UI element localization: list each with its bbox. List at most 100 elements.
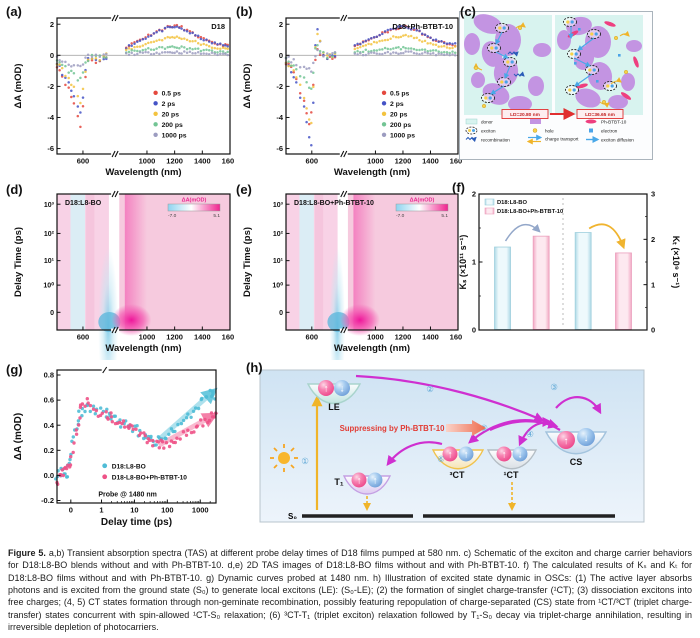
- svg-text:600: 600: [306, 157, 319, 166]
- spin-up-icon: ↑: [502, 450, 507, 461]
- svg-text:1000 ps: 1000 ps: [390, 132, 415, 139]
- svg-text:1000: 1000: [367, 157, 384, 166]
- svg-text:0.5 ps: 0.5 ps: [390, 90, 409, 97]
- svg-text:Probe @ 1480 nm: Probe @ 1480 nm: [98, 491, 157, 498]
- svg-text:-7.0: -7.0: [396, 213, 405, 219]
- svg-text:0: 0: [279, 51, 283, 60]
- svg-text:2: 2: [651, 235, 655, 244]
- svg-text:1400: 1400: [422, 333, 439, 342]
- svg-text:1400: 1400: [194, 333, 211, 342]
- panel-d-tag: (d): [6, 182, 23, 197]
- arrow-ct1-cs-double: [518, 416, 553, 447]
- caption-lead: Figure 5.: [8, 548, 46, 558]
- svg-text:D18:L8-BO: D18:L8-BO: [65, 200, 102, 207]
- svg-text:0.5 ps: 0.5 ps: [162, 90, 181, 97]
- svg-text:5.1: 5.1: [441, 213, 448, 219]
- svg-text:Wavelength (nm): Wavelength (nm): [334, 343, 410, 354]
- svg-text:0.4: 0.4: [44, 421, 55, 430]
- spin-up-icon: ↑: [357, 476, 362, 487]
- arrow-to-ct3: [468, 419, 561, 444]
- svg-text:-7.0: -7.0: [168, 213, 177, 219]
- svg-text:600: 600: [77, 157, 90, 166]
- svg-text:1: 1: [99, 506, 103, 515]
- panel-e-tag: (e): [236, 182, 252, 197]
- spin-up-icon: ↑: [448, 450, 453, 461]
- panel-f-tag: (f): [452, 180, 465, 195]
- svg-text:-6: -6: [47, 144, 54, 153]
- legend-donor: donor: [481, 120, 493, 125]
- energy-state-diagram: S₀ ↑ ↓ ↑ ↑ ↑ ↑ ↑ ↓ ↑ ↓ LE T₁ ³CT ¹CT: [259, 369, 645, 523]
- svg-text:2: 2: [50, 20, 54, 29]
- spin-up-icon: ↑: [373, 476, 378, 487]
- spin-up-icon: ↑: [324, 384, 329, 395]
- svg-text:600: 600: [306, 333, 319, 342]
- ld-before-label: LD=20.80 nm: [510, 112, 540, 118]
- tas-2d-map-d18-l8bo-phbtbt: 10³ 10² 10¹ 10⁰ 0 600 1000 1200 1400 1600 D18:L8-B…: [242, 190, 462, 360]
- svg-text:Wavelength (nm): Wavelength (nm): [334, 167, 410, 178]
- svg-text:D18:L8-BO+Ph-BTBT-10: D18:L8-BO+Ph-BTBT-10: [497, 209, 563, 215]
- ground-state-line: S₀: [288, 512, 615, 521]
- svg-text:0.8: 0.8: [44, 371, 54, 380]
- svg-text:-4: -4: [276, 113, 283, 122]
- svg-text:1600: 1600: [450, 333, 462, 342]
- svg-text:1200: 1200: [166, 333, 183, 342]
- svg-text:-2: -2: [47, 82, 54, 91]
- tas-spectra-d18-phbtbt: 2 0 -2 -4 -6 600 1000 1200 1400 1600 D18+Ph-BTBT-1…: [242, 14, 462, 178]
- svg-text:1000: 1000: [192, 506, 209, 515]
- step-2: ②: [426, 384, 434, 394]
- svg-text:-0.2: -0.2: [41, 496, 54, 505]
- arrow-ct3-to-t1: [386, 441, 443, 467]
- svg-text:10: 10: [130, 506, 138, 515]
- svg-text:0.0: 0.0: [44, 471, 54, 480]
- panel-g-tag: (g): [6, 362, 23, 377]
- spin-up-icon: ↑: [464, 450, 469, 461]
- legend-acceptor-swatch: [530, 119, 541, 124]
- svg-text:Delay Time (ps): Delay Time (ps): [13, 227, 24, 297]
- legend-electron: electron: [601, 129, 618, 134]
- svg-text:Wavelength (nm): Wavelength (nm): [105, 343, 181, 354]
- panel-h-tag: (h): [246, 360, 263, 375]
- arrow-to-cs: [555, 396, 602, 415]
- spin-up-icon: ↑: [564, 436, 569, 447]
- svg-text:10²: 10²: [44, 231, 55, 238]
- svg-text:2 ps: 2 ps: [390, 101, 404, 108]
- s0-label: S₀: [288, 512, 297, 521]
- svg-text:1400: 1400: [194, 157, 211, 166]
- spin-down-icon: ↓: [584, 433, 589, 444]
- svg-text:1: 1: [472, 258, 476, 267]
- svg-text:Delay time (ps): Delay time (ps): [101, 517, 172, 528]
- svg-text:2: 2: [472, 190, 476, 199]
- svg-text:10⁰: 10⁰: [43, 282, 54, 290]
- rate-constant-bar-chart: 0 1 2 0 1 2 3 D18:L8-BO D18:L8-BO+Ph-BTBT-10 Kₛ (…: [458, 190, 681, 335]
- svg-text:100: 100: [161, 506, 174, 515]
- svg-text:1000: 1000: [139, 333, 156, 342]
- exciton-diffusion-arrows: [490, 26, 595, 95]
- svg-text:10¹: 10¹: [273, 258, 284, 265]
- diffusion-length-callouts: LD=20.80 nm LD=36.65 nm: [501, 108, 624, 120]
- svg-text:1000 ps: 1000 ps: [162, 132, 187, 139]
- svg-text:1400: 1400: [422, 157, 439, 166]
- legend-recombination: recombination: [481, 138, 510, 143]
- step-3: ③: [550, 382, 558, 392]
- step-4: ④: [526, 429, 534, 439]
- svg-text:1000: 1000: [139, 157, 156, 166]
- svg-text:1200: 1200: [166, 157, 183, 166]
- svg-text:-2: -2: [276, 82, 283, 91]
- suppression-block-arrow: [446, 420, 486, 436]
- svg-text:1600: 1600: [222, 333, 234, 342]
- morphology-schematic: LD=20.80 nm LD=36.65 nm donor exciton re…: [459, 11, 653, 160]
- svg-text:ΔA (mOD): ΔA (mOD): [13, 64, 24, 109]
- excitons: [481, 17, 617, 103]
- spin-down-icon: ↓: [518, 450, 523, 461]
- svg-text:1200: 1200: [395, 333, 412, 342]
- svg-text:1600: 1600: [222, 157, 234, 166]
- tas-2d-map-d18-l8bo: 10³ 10² 10¹ 10⁰ 0 600 1000 1200 1400 1600 D18:L8-B…: [13, 190, 234, 360]
- step-6: ⑥: [437, 454, 445, 464]
- svg-text:ΔA(mOD): ΔA(mOD): [182, 198, 207, 204]
- le-label: LE: [328, 402, 340, 412]
- kinetics-scatter-1480nm: 0.8 0.6 0.4 0.2 0.0 -0.2 0 1 10 100 1000 D18:L8-BO D…: [13, 366, 219, 528]
- svg-text:1: 1: [651, 280, 655, 289]
- svg-text:D18: D18: [211, 22, 225, 31]
- ct3-label: ³CT: [450, 470, 465, 480]
- svg-text:D18:L8-BO: D18:L8-BO: [112, 463, 146, 470]
